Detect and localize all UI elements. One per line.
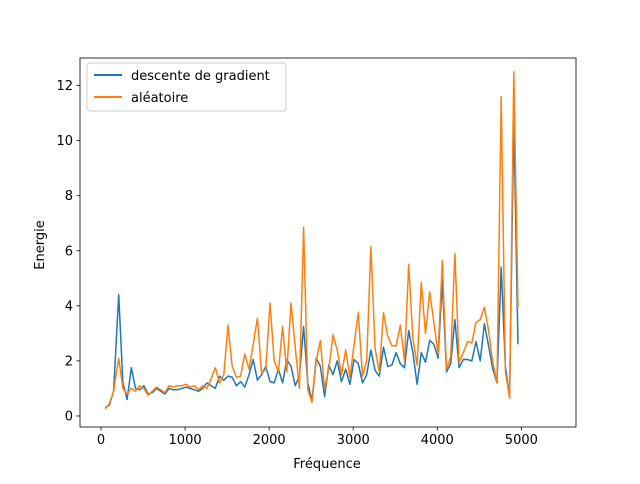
series-line-aleatoire bbox=[104, 71, 519, 410]
x-tick-label: 5000 bbox=[505, 433, 538, 448]
y-tick-label: 2 bbox=[65, 354, 73, 369]
x-tick-label: 2000 bbox=[253, 433, 286, 448]
x-axis-ticks: 0 1000 2000 3000 4000 5000 bbox=[97, 427, 538, 448]
legend: descente de gradient aléatoire bbox=[86, 62, 287, 112]
x-tick-label: 3000 bbox=[337, 433, 370, 448]
y-axis-ticks: 0 2 4 6 8 10 12 bbox=[56, 79, 80, 424]
x-tick-label: 1000 bbox=[169, 433, 202, 448]
x-tick-label: 4000 bbox=[421, 433, 454, 448]
plot-area bbox=[79, 57, 577, 428]
legend-label-aleatoire: aléatoire bbox=[131, 91, 188, 106]
y-tick-label: 6 bbox=[65, 244, 73, 259]
y-tick-label: 0 bbox=[65, 409, 73, 424]
y-tick-label: 8 bbox=[65, 189, 73, 204]
y-axis-label: Energie bbox=[33, 220, 48, 269]
legend-frame bbox=[86, 62, 287, 112]
y-tick-label: 4 bbox=[65, 299, 73, 314]
y-tick-label: 10 bbox=[56, 134, 73, 149]
y-tick-label: 12 bbox=[56, 79, 73, 94]
axes-frame bbox=[79, 57, 577, 428]
legend-label-descente: descente de gradient bbox=[131, 69, 270, 84]
x-tick-label: 0 bbox=[97, 433, 105, 448]
x-axis-label: Fréquence bbox=[293, 457, 360, 472]
